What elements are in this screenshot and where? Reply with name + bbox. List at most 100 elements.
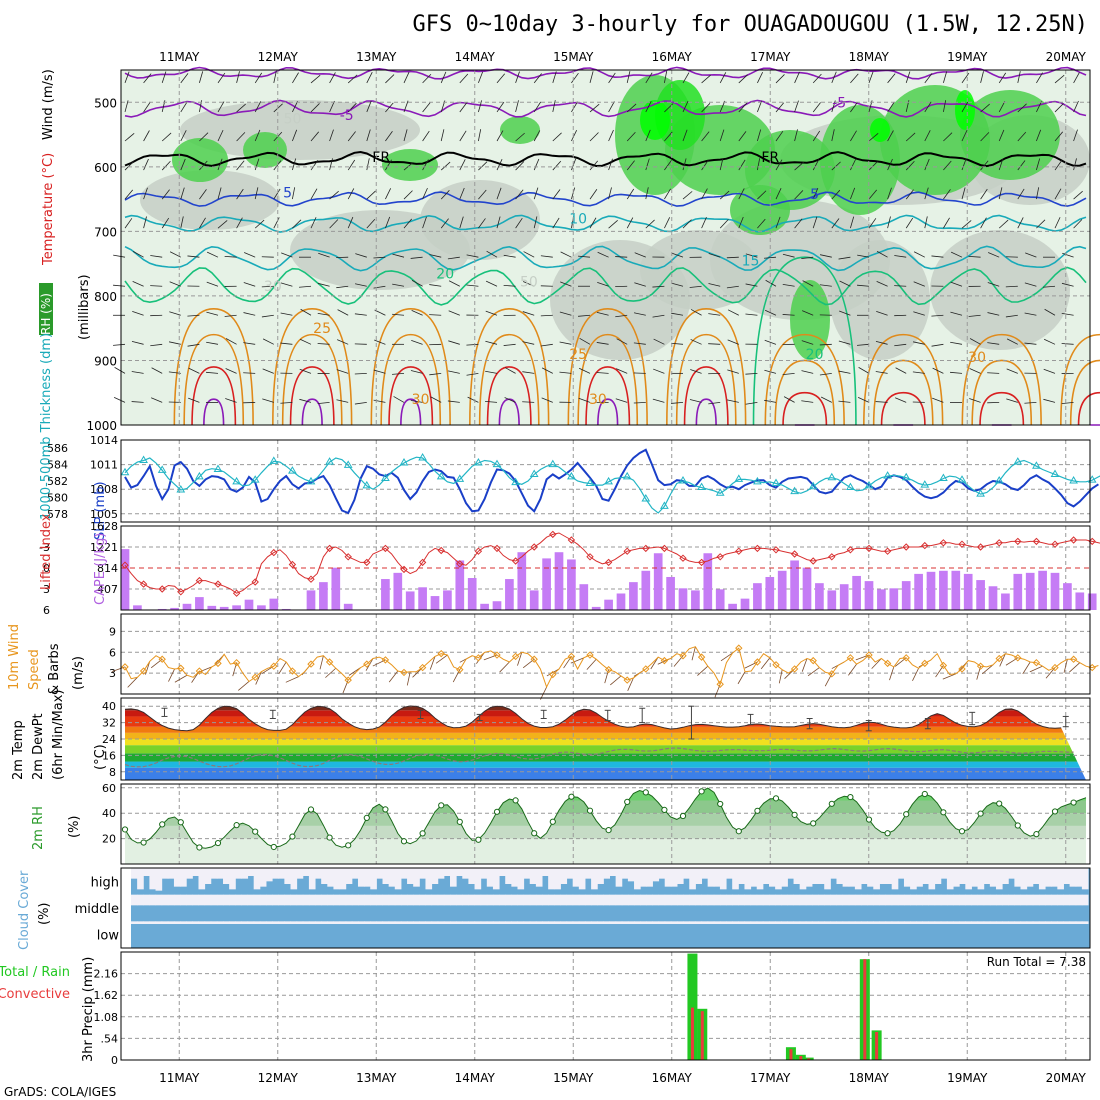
cloud-cell-middle — [713, 894, 721, 906]
wind-barb — [876, 251, 888, 258]
wind-speed-marker — [604, 665, 613, 674]
wind-barb — [254, 129, 261, 142]
cape-bar — [827, 590, 837, 610]
wind-barb — [1061, 343, 1074, 345]
wind-barb — [1061, 282, 1074, 287]
cloud-cell-low — [462, 921, 469, 924]
cape-bar — [269, 598, 279, 610]
thickness-tick-label: 584 — [47, 459, 68, 472]
cloud-cell-high — [664, 868, 672, 887]
lifted-index-marker — [865, 544, 873, 553]
wind-barb — [299, 398, 312, 403]
wind-barb — [701, 217, 707, 229]
wind-barb — [616, 338, 628, 345]
wind-barb — [243, 312, 256, 316]
cloud-cell-high — [180, 868, 187, 887]
diurnal-isotherm — [173, 308, 254, 426]
cloud-cell-middle — [842, 894, 850, 906]
rh2m-marker — [977, 810, 984, 817]
cloud-cell-middle — [272, 894, 279, 906]
surface-wind-barb — [871, 658, 882, 669]
wind-barb — [838, 370, 851, 374]
lifted-index-marker — [418, 558, 427, 567]
wind-barb — [894, 255, 907, 258]
cloud-cell-middle — [223, 894, 230, 906]
cape-bar — [405, 591, 415, 610]
cloud-cell-high — [689, 868, 696, 890]
cloud-cell-high — [805, 868, 813, 887]
thickness-marker — [939, 473, 948, 482]
wind-barb — [987, 372, 1000, 374]
wind-barb — [571, 130, 578, 142]
wind-speed-marker — [325, 658, 334, 666]
wind-barb — [943, 217, 950, 229]
wind-tick-label: 9 — [109, 625, 116, 638]
temp-band — [125, 753, 1086, 762]
thickness-marker — [957, 475, 967, 483]
cape-bar — [889, 588, 899, 610]
cloud-cell-high — [879, 868, 887, 884]
cloud-cell-middle — [1069, 894, 1077, 906]
wind-speed-marker — [381, 656, 390, 664]
diurnal-isotherm — [1077, 391, 1100, 426]
wind-barb — [905, 71, 911, 84]
wind-barb — [552, 160, 562, 171]
cape-bar — [988, 586, 998, 610]
cloud-cell-high — [529, 868, 537, 884]
wind-barb — [738, 102, 748, 113]
thickness-marker — [269, 456, 279, 464]
cloud-cell-high — [701, 868, 709, 879]
cloud-cell-high — [578, 868, 586, 890]
wind-barb — [578, 314, 591, 317]
cloud-cell-low — [443, 921, 451, 924]
cloud-cell-low — [597, 921, 604, 924]
surface-wind-barb — [285, 676, 299, 683]
cloud-cell-low — [137, 921, 144, 924]
cloud-cell-middle — [180, 894, 187, 906]
precip-tick-label: 1.08 — [94, 1011, 119, 1024]
cloud-cell-middle — [388, 894, 396, 906]
wind-barb — [150, 285, 163, 287]
cloud-cell-high — [959, 868, 966, 884]
wind-barb — [448, 280, 460, 287]
cloud-cell-high — [707, 868, 715, 887]
wind-barb — [626, 131, 636, 142]
wind-barb — [690, 309, 702, 316]
wind-barb — [645, 158, 650, 171]
slp-tick-label: 1011 — [90, 459, 118, 472]
wind-barb — [225, 398, 237, 403]
cloud-cell-middle — [781, 894, 788, 906]
cloud-cell-low — [683, 921, 690, 924]
wind-barb — [422, 102, 431, 113]
thickness-marker — [381, 473, 390, 482]
cloud-cell-low — [854, 921, 862, 924]
cloud-cell-high — [161, 868, 169, 879]
cloud-cell-high — [456, 868, 463, 876]
cloud-cell-middle — [664, 894, 672, 906]
cape-bar — [753, 583, 762, 610]
contour-label: 30 — [968, 350, 986, 366]
diurnal-isotherm — [203, 398, 225, 426]
cloud-cell-middle — [186, 894, 193, 906]
cloud-cell-low — [750, 921, 758, 924]
wind-barb — [422, 130, 430, 142]
cape-bar — [157, 608, 167, 610]
cloud-cell-low — [762, 921, 770, 924]
diurnal-isotherm — [863, 333, 944, 426]
lifted-index-marker — [1032, 537, 1041, 546]
wind-barb — [459, 216, 464, 229]
cape-bar — [604, 599, 613, 610]
surface-wind-barb — [127, 677, 138, 688]
wind-barb — [131, 341, 144, 345]
surface-wind-barb — [778, 669, 783, 684]
wind-barb — [894, 285, 907, 287]
pressure-tick-label: 900 — [94, 354, 117, 368]
rh2m-axis-label: 2m RH — [31, 806, 46, 850]
wind-barb — [726, 256, 739, 259]
wind-barb — [440, 161, 451, 171]
panel-frame — [120, 783, 1091, 865]
cloud-cell-high — [818, 868, 825, 884]
cape-bar — [939, 570, 948, 610]
wind-barb — [1005, 285, 1018, 288]
wind-barb — [765, 279, 777, 287]
